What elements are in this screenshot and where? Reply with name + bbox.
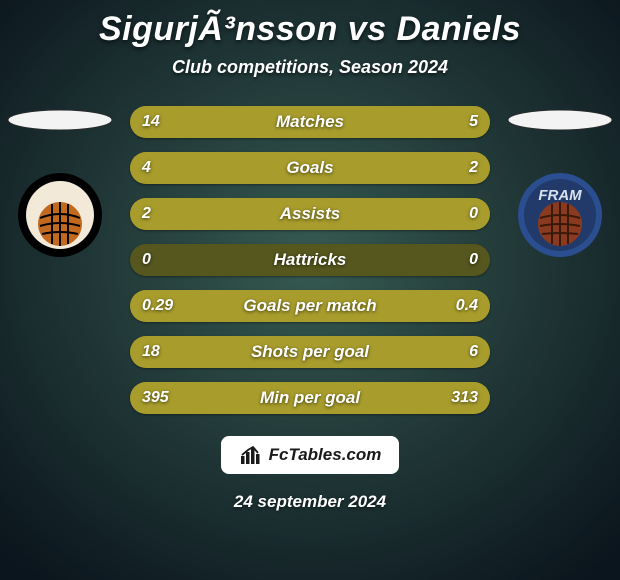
brand-chart-icon [239,444,261,466]
left-player-ellipse [5,106,115,134]
bar-right-fill [281,290,490,322]
bar-track [130,244,490,276]
bar-right-fill [371,152,490,184]
bar-right-fill [332,382,490,414]
left-team-badge: K R [15,170,105,260]
footer-brand: FcTables.com [221,436,400,474]
stat-row: 395313Min per goal [130,382,490,414]
main-row: K R 145Matches 42Goals 20Assists 00Hattrick… [0,106,620,414]
stat-row: 42Goals [130,152,490,184]
left-team-col: K R [0,106,120,260]
bar-right-fill [396,106,490,138]
page-subtitle: Club competitions, Season 2024 [172,57,448,78]
bar-left-fill [130,382,332,414]
bar-left-fill [130,152,371,184]
bar-left-fill [130,106,396,138]
right-team-col: FRAM [500,106,620,260]
right-team-badge: FRAM [515,170,605,260]
bar-left-fill [130,198,490,230]
brand-text: FcTables.com [269,445,382,465]
right-player-ellipse [505,106,615,134]
bar-left-fill [130,336,400,368]
stat-row: 20Assists [130,198,490,230]
stat-row: 00Hattricks [130,244,490,276]
svg-text:R: R [70,184,77,194]
stats-bars: 145Matches 42Goals 20Assists 00Hattricks 0.2… [130,106,490,414]
page-title: SigurjÃ³nsson vs Daniels [99,10,521,49]
stat-row: 0.290.4Goals per match [130,290,490,322]
stat-row: 145Matches [130,106,490,138]
content-root: SigurjÃ³nsson vs Daniels Club competitio… [0,0,620,580]
bar-right-fill [400,336,490,368]
stat-row: 186Shots per goal [130,336,490,368]
svg-text:FRAM: FRAM [538,187,582,204]
footer-date: 24 september 2024 [234,492,386,512]
svg-text:K: K [44,184,51,194]
bar-left-fill [130,290,281,322]
